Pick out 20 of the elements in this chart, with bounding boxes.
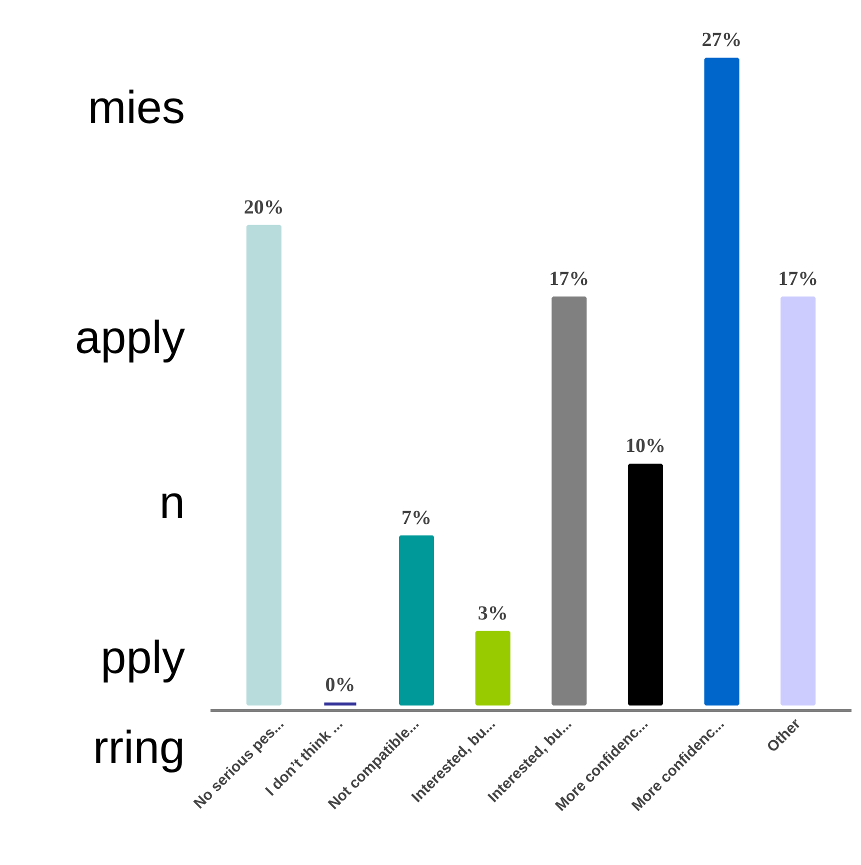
bar [246, 224, 282, 706]
data-label: 20% [244, 196, 284, 218]
text: mies [88, 80, 185, 135]
bar [780, 296, 816, 706]
bar [399, 535, 434, 706]
text: rring [92, 720, 185, 775]
bar [552, 296, 587, 706]
text: pply [100, 630, 185, 685]
data-label: 17% [549, 268, 590, 290]
text: n [159, 475, 185, 530]
bar [628, 464, 663, 706]
bar [475, 630, 510, 706]
data-label: 27% [702, 29, 742, 52]
data-label: 10% [625, 435, 666, 458]
data-label: 3% [478, 602, 508, 624]
data-label: 0% [325, 674, 356, 696]
data-label: 7% [402, 506, 432, 529]
bar [704, 58, 740, 706]
data-label: 17% [778, 268, 818, 290]
text: apply [75, 310, 185, 365]
